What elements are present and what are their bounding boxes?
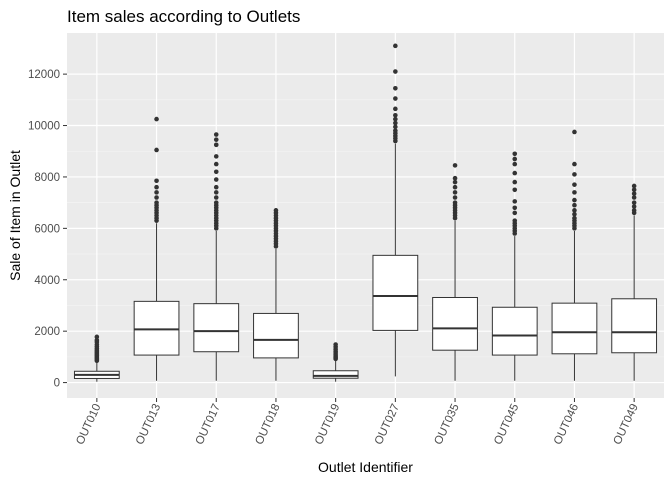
outlier-point: [512, 161, 518, 167]
outlier-point: [94, 337, 100, 343]
box-iqr: [551, 302, 598, 355]
outlier-point: [213, 177, 219, 182]
outlier-point: [154, 147, 159, 153]
box-OUT019: [312, 342, 359, 382]
outlier-point: [154, 178, 159, 184]
outlier-point: [512, 179, 518, 185]
outlier-point: [452, 200, 458, 205]
outlier-point: [273, 208, 279, 213]
outlier-point: [393, 120, 398, 126]
box-iqr: [253, 312, 299, 359]
outlier-point: [213, 184, 219, 190]
outlier-point: [512, 199, 518, 204]
outlier-point: [213, 137, 219, 142]
y-tick-label: 6000: [34, 223, 60, 235]
box-OUT035: [432, 163, 478, 381]
outlier-point: [213, 154, 219, 159]
outlier-point: [631, 183, 637, 189]
y-axis-title: Sale of Item in Outlet: [7, 150, 23, 281]
outlier-point: [572, 129, 577, 135]
outlier-point: [631, 208, 637, 213]
outlier-point: [154, 116, 159, 122]
box-iqr: [133, 300, 180, 356]
outlier-point: [393, 112, 398, 118]
outlier-point: [572, 197, 577, 203]
y-tick-label: 8000: [34, 172, 60, 184]
outlier-point: [631, 187, 637, 193]
outlier-point: [572, 202, 577, 208]
outlier-point: [393, 85, 398, 91]
x-axis-title: Outlet Identifier: [318, 459, 413, 475]
outlier-point: [393, 96, 398, 101]
outlier-point: [213, 161, 219, 167]
box-OUT018: [253, 208, 299, 381]
outlier-point: [572, 190, 577, 195]
box-OUT049: [611, 183, 658, 381]
outlier-point: [213, 169, 219, 175]
outlier-point: [572, 172, 577, 177]
outlier-point: [572, 208, 577, 213]
y-tick-label: 0: [54, 378, 60, 390]
outlier-point: [452, 163, 458, 168]
outlier-point: [393, 106, 398, 112]
outlier-point: [213, 190, 219, 195]
outlier-point: [512, 187, 518, 193]
box-OUT045: [491, 151, 538, 381]
box-iqr: [432, 296, 478, 351]
outlier-point: [154, 190, 159, 195]
outlier-point: [452, 195, 458, 200]
box-iqr: [611, 298, 658, 354]
box-OUT010: [73, 334, 120, 382]
outlier-point: [572, 215, 577, 221]
outlier-point: [572, 182, 577, 187]
box-iqr: [193, 303, 240, 353]
y-tick-label: 4000: [34, 275, 60, 287]
outlier-point: [512, 205, 518, 211]
outlier-point: [154, 184, 159, 190]
outlier-point: [213, 200, 219, 205]
box-OUT046: [551, 129, 598, 381]
outlier-point: [393, 69, 398, 74]
outlier-point: [154, 200, 159, 205]
outlier-point: [154, 195, 159, 200]
chart-title: Item sales according to Outlets: [67, 7, 300, 26]
y-tick-label: 10000: [28, 121, 60, 133]
box-OUT013: [133, 116, 180, 381]
box-iqr: [312, 370, 359, 379]
outlier-point: [572, 211, 577, 217]
outlier-point: [452, 179, 458, 185]
outlier-point: [94, 334, 100, 340]
outlier-point: [631, 191, 637, 196]
boxes: [73, 43, 658, 382]
outlier-point: [512, 170, 518, 176]
box-OUT027: [372, 43, 419, 377]
outlier-point: [393, 116, 398, 122]
outlier-point: [452, 190, 458, 195]
outlier-point: [631, 195, 637, 200]
box-iqr: [372, 254, 419, 331]
y-tick-label: 2000: [34, 326, 60, 338]
outlier-point: [333, 342, 338, 347]
outlier-point: [572, 161, 577, 167]
y-tick-label: 12000: [28, 69, 60, 81]
outlier-point: [213, 132, 219, 137]
outlier-point: [452, 175, 458, 181]
outlier-point: [512, 151, 518, 157]
outlier-point: [393, 43, 398, 49]
box-OUT017: [193, 132, 240, 381]
outlier-point: [631, 204, 637, 209]
outlier-point: [512, 218, 518, 223]
box-iqr: [491, 306, 538, 356]
outlier-point: [631, 200, 637, 205]
outlier-point: [213, 142, 219, 148]
outlier-point: [213, 195, 219, 200]
outlier-point: [393, 124, 398, 130]
outlier-point: [452, 184, 458, 190]
outlier-point: [393, 128, 398, 133]
outlier-point: [512, 210, 518, 216]
outlier-point: [512, 156, 518, 162]
